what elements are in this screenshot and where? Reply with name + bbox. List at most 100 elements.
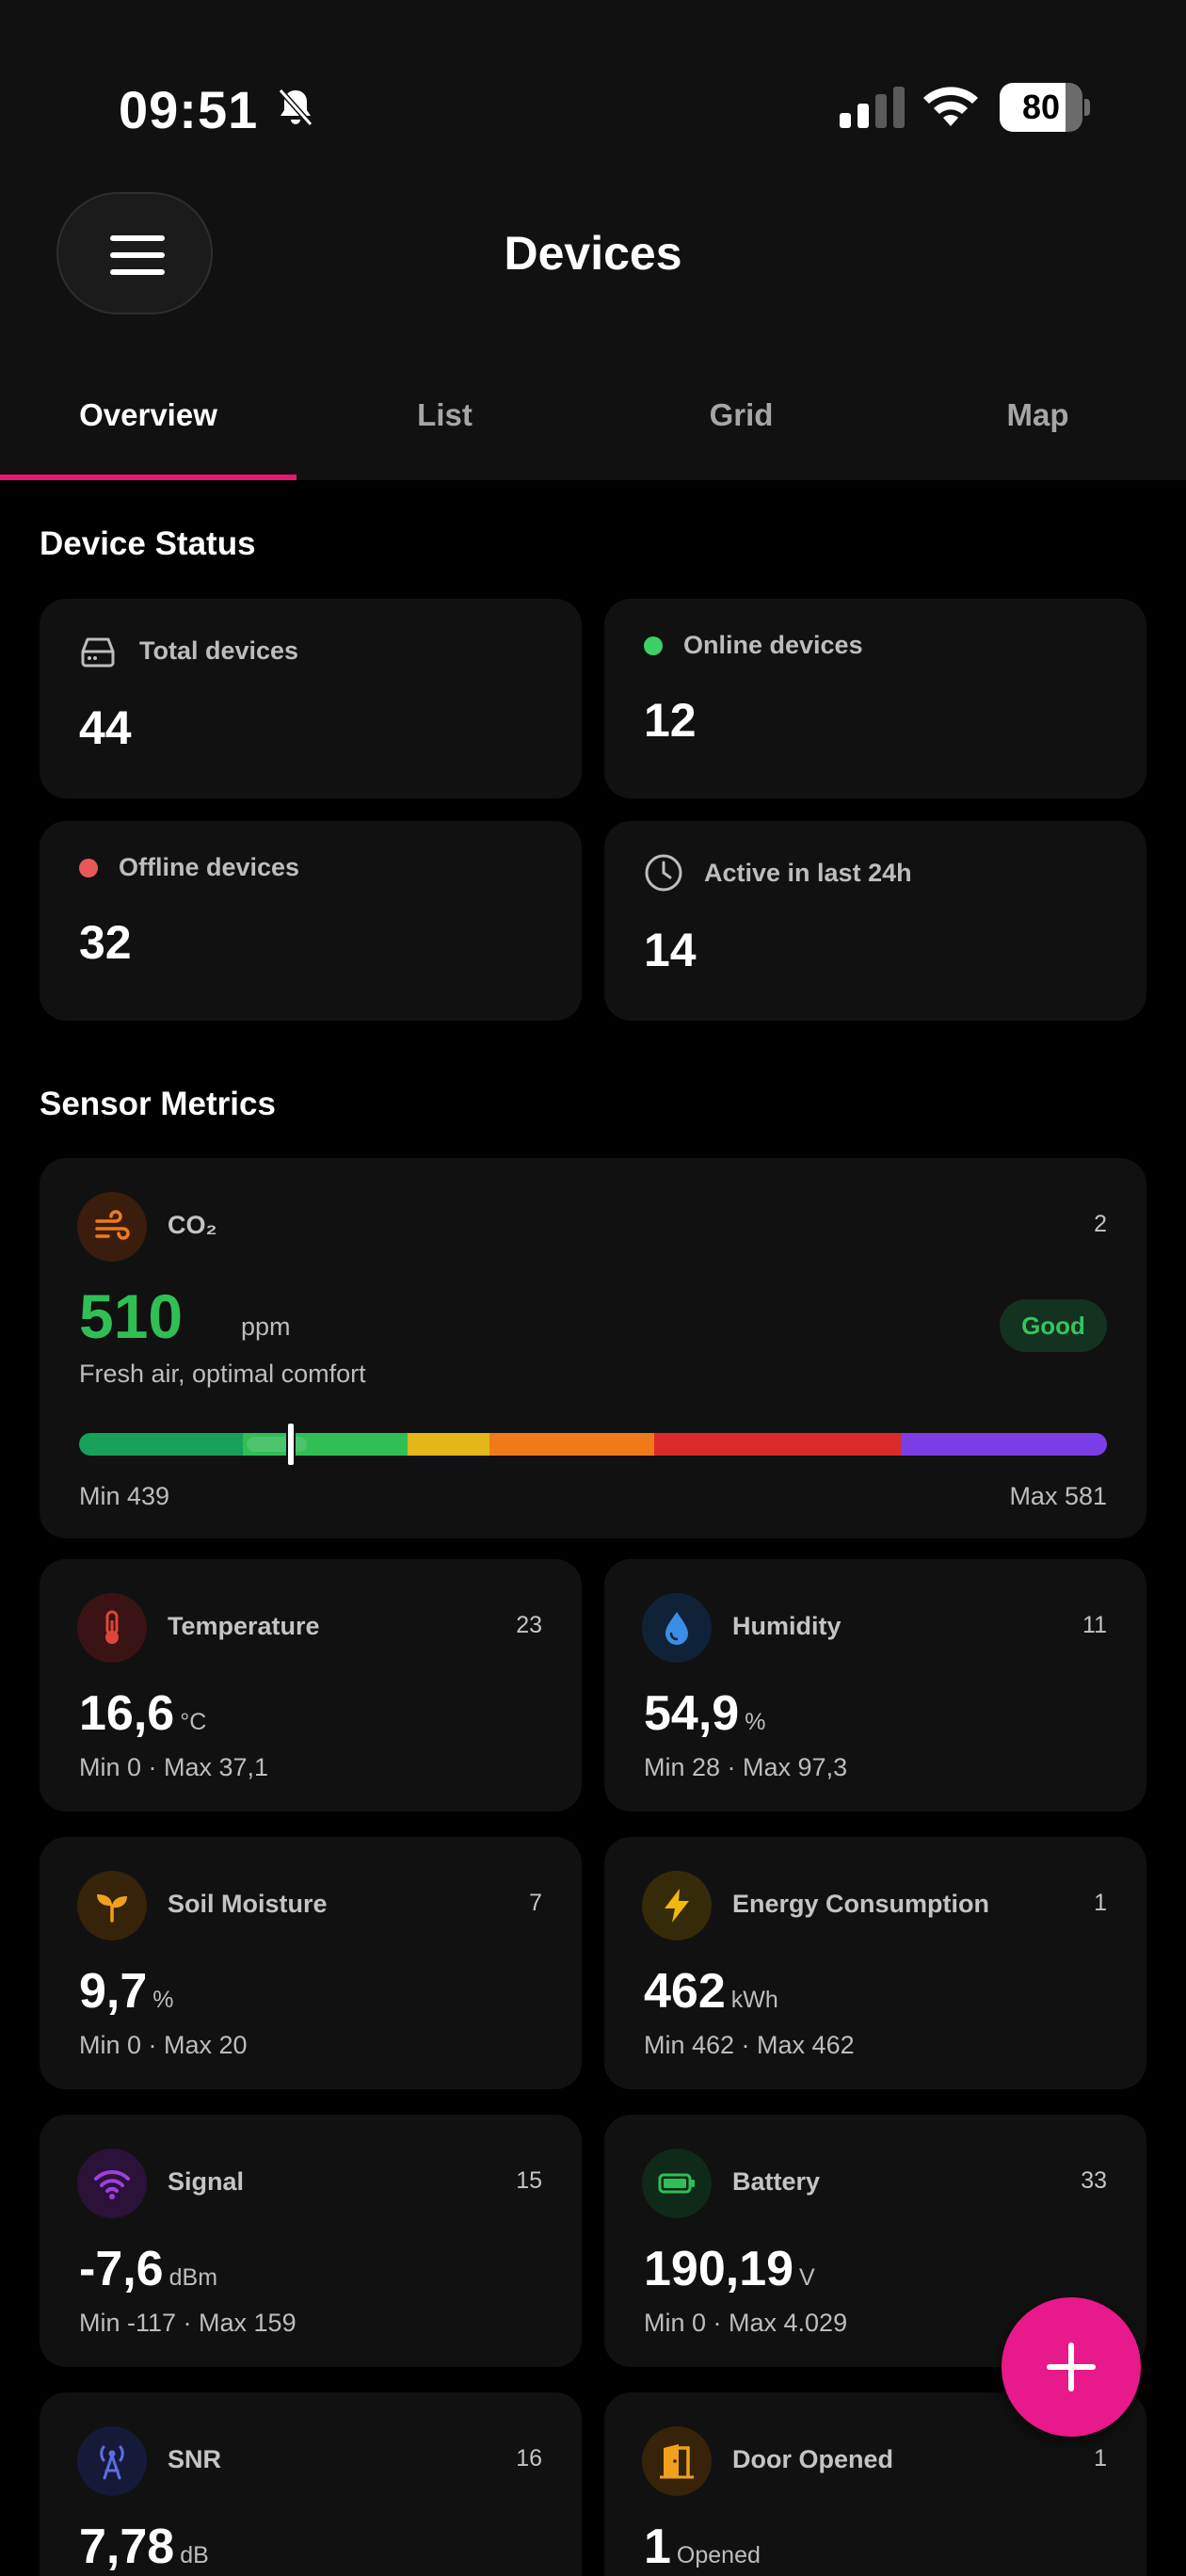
status-badge: Good xyxy=(1000,1299,1107,1352)
plus-icon-v xyxy=(1068,2343,1074,2391)
snr-card[interactable]: SNR 16 7,78 dB xyxy=(40,2392,582,2576)
device-count: 11 xyxy=(1082,1612,1107,1638)
humidity-icon-circle xyxy=(642,1593,712,1663)
total-devices-card[interactable]: Total devices 44 xyxy=(40,599,582,798)
lightning-icon xyxy=(665,1889,689,1923)
signal-icon-circle xyxy=(77,2149,147,2218)
snr-icon-circle xyxy=(77,2426,147,2496)
energy-icon-circle xyxy=(642,1871,712,1940)
online-devices-card[interactable]: Online devices 12 xyxy=(604,599,1146,798)
wifi-icon xyxy=(923,87,978,126)
tab-list[interactable]: List xyxy=(296,348,593,480)
co2-value: 510 xyxy=(79,1281,184,1351)
page-title: Devices xyxy=(504,227,682,280)
metric-range: Min 0 · Max 20 xyxy=(79,2031,248,2059)
energy-consumption-card[interactable]: Energy Consumption 1 462 kWh Min 462 · Ma… xyxy=(604,1837,1146,2089)
current-value-marker xyxy=(286,1422,296,1467)
metric-label: Temperature xyxy=(168,1612,320,1640)
metric-label: Battery xyxy=(732,2167,821,2196)
tab-map[interactable]: Map xyxy=(890,348,1186,480)
menu-button[interactable] xyxy=(56,192,213,314)
droplet-icon xyxy=(665,1612,688,1645)
metric-value: 9,7 xyxy=(79,1964,148,2019)
tab-label: List xyxy=(417,397,473,432)
metric-unit: dB xyxy=(180,2542,209,2568)
stat-label: Online devices xyxy=(683,631,863,659)
clock: 09:51 xyxy=(119,80,259,139)
stat-value: 14 xyxy=(644,924,697,976)
stat-label: Active in last 24h xyxy=(704,859,912,887)
temperature-card[interactable]: Temperature 23 16,6 °C Min 0 · Max 37,1 xyxy=(40,1559,582,1811)
stat-value: 12 xyxy=(644,694,697,747)
metric-unit: Opened xyxy=(676,2542,761,2568)
metric-value: 462 xyxy=(644,1964,726,2019)
antenna-icon xyxy=(100,2445,124,2480)
metric-range: Min 462 · Max 462 xyxy=(644,2031,855,2059)
metric-label: Signal xyxy=(168,2167,245,2196)
soil-moisture-card[interactable]: Soil Moisture 7 9,7% Min 0 · Max 20 xyxy=(40,1837,582,2089)
battery-icon-circle xyxy=(642,2149,712,2218)
status-bar: 09:51 80 xyxy=(0,0,1186,188)
co2-unit: ppm xyxy=(241,1312,291,1341)
signal-card[interactable]: Signal 15 -7,6 dBm Min -117 · Max 159 xyxy=(40,2115,582,2367)
wind-icon xyxy=(95,1210,130,1240)
soil-moisture-icon-circle xyxy=(77,1871,147,1940)
metric-value: 16,6 xyxy=(79,1686,175,1741)
metric-label: Energy Consumption xyxy=(732,1890,990,1918)
cellular-signal-icon xyxy=(840,87,905,128)
wifi-icon xyxy=(94,2169,130,2199)
stat-label: Total devices xyxy=(139,636,299,665)
sprout-icon xyxy=(97,1894,127,1923)
device-count: 33 xyxy=(1081,2167,1107,2194)
thermometer-icon xyxy=(105,1610,119,1644)
battery-indicator: 80 xyxy=(1000,83,1090,132)
metric-value: 1 xyxy=(644,2520,671,2574)
metric-label: Humidity xyxy=(732,1612,841,1640)
door-icon xyxy=(660,2444,694,2479)
metric-value: 54,9 xyxy=(644,1686,740,1741)
range-highlight xyxy=(247,1437,307,1452)
metric-label: CO₂ xyxy=(168,1211,217,1239)
tab-grid[interactable]: Grid xyxy=(593,348,890,480)
device-count: 1 xyxy=(1094,1890,1107,1916)
metric-unit: kWh xyxy=(730,1987,778,2013)
humidity-card[interactable]: Humidity 11 54,9% Min 28 · Max 97,3 xyxy=(604,1559,1146,1811)
co2-scale-bar xyxy=(79,1433,1107,1456)
hard-drive-icon xyxy=(81,637,115,668)
offline-status-dot xyxy=(79,859,98,877)
metric-label: Soil Moisture xyxy=(168,1890,328,1918)
door-icon-circle xyxy=(642,2426,712,2496)
stat-label: Offline devices xyxy=(119,853,300,881)
metric-unit: % xyxy=(745,1709,766,1735)
scale-segment-poor xyxy=(489,1433,654,1456)
app-header: Devices Overview List Grid Map xyxy=(0,188,1186,480)
metric-value: 7,78 xyxy=(79,2520,175,2574)
stat-value: 44 xyxy=(79,701,132,754)
metric-unit: V xyxy=(799,2264,815,2291)
device-count: 23 xyxy=(516,1612,542,1638)
metric-value: -7,6 xyxy=(79,2242,164,2296)
tab-label: Map xyxy=(1006,397,1069,432)
co2-max: Max 581 xyxy=(1009,1482,1107,1510)
device-status-heading: Device Status xyxy=(40,525,256,562)
metric-range: Min 0 · Max 4.029 xyxy=(644,2309,848,2337)
clock-icon xyxy=(645,854,682,892)
co2-card[interactable]: CO₂ 2 510 ppm Good Fresh air, optimal co… xyxy=(40,1158,1146,1538)
metric-range: Min 28 · Max 97,3 xyxy=(644,1753,848,1781)
metric-label: SNR xyxy=(168,2445,222,2473)
add-device-button[interactable] xyxy=(1002,2297,1141,2437)
offline-devices-card[interactable]: Offline devices 32 xyxy=(40,821,582,1021)
online-status-dot xyxy=(644,636,663,655)
metric-range: Min -117 · Max 159 xyxy=(79,2309,296,2337)
temperature-icon-circle xyxy=(77,1593,147,1663)
tab-overview[interactable]: Overview xyxy=(0,348,296,480)
scale-segment-unhealthy xyxy=(654,1433,901,1456)
metric-label: Door Opened xyxy=(732,2445,894,2473)
metric-value: 190,19 xyxy=(644,2242,794,2296)
device-count: 1 xyxy=(1094,2445,1107,2471)
active-24h-card[interactable]: Active in last 24h 14 xyxy=(604,821,1146,1021)
battery-card[interactable]: Battery 33 190,19 V Min 0 · Max 4.029 xyxy=(604,2115,1146,2367)
device-count: 16 xyxy=(516,2445,542,2471)
metric-unit: % xyxy=(152,1987,174,2013)
tab-label: Overview xyxy=(79,397,217,432)
